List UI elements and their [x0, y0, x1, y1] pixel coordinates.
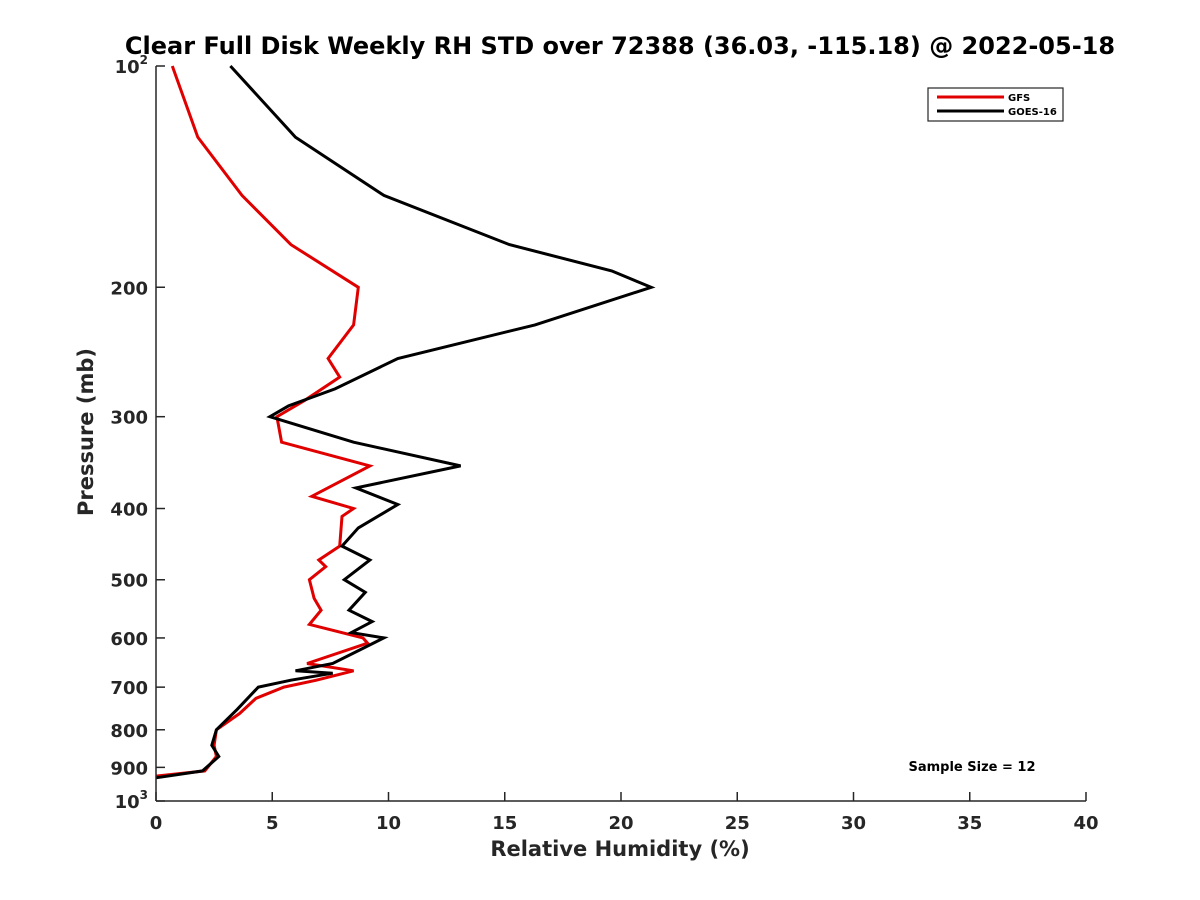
axes [155, 66, 1086, 802]
x-tick-label: 25 [725, 813, 750, 834]
y-tick-label: 300 [110, 408, 148, 429]
series-line-goes-16 [155, 64, 656, 780]
y-tick-label: 900 [110, 758, 148, 779]
y-tick-label: 200 [110, 278, 148, 299]
x-axis-ticks: 0 5 10 15 20 25 30 35 40 [150, 792, 1099, 834]
x-tick-label: 30 [841, 813, 866, 834]
y-axis-label: Pressure (mb) [74, 348, 98, 516]
series-line-gfs [155, 65, 375, 778]
x-tick-label: 20 [608, 813, 633, 834]
y-tick-label: 500 [110, 571, 148, 592]
x-tick-label: 0 [150, 813, 163, 834]
sample-size-annotation: Sample Size = 12 [908, 760, 1035, 775]
y-tick-label: 600 [110, 629, 148, 650]
legend: GFS GOES-16 [927, 87, 1064, 122]
x-tick-label: 5 [266, 813, 279, 834]
plot-lines [155, 64, 656, 780]
y-tick-label: 400 [110, 500, 148, 521]
x-tick-label: 15 [492, 813, 517, 834]
x-tick-label: 35 [957, 813, 982, 834]
chart-title: Clear Full Disk Weekly RH STD over 72388… [125, 32, 1115, 60]
legend-label-gfs: GFS [1008, 93, 1030, 104]
x-tick-label: 40 [1073, 813, 1098, 834]
y-tick-label: 700 [110, 678, 148, 699]
legend-label-goes-16: GOES-16 [1008, 107, 1057, 118]
y-tick-label: 800 [110, 721, 148, 742]
y-tick-label: 102 [115, 53, 148, 78]
legend-box [927, 87, 1064, 122]
y-tick-label: 103 [115, 788, 148, 813]
x-tick-label: 10 [376, 813, 401, 834]
y-axis-ticks: 102 200 300 400 500 600 700 800 900 103 [110, 53, 165, 813]
x-axis-label: Relative Humidity (%) [490, 837, 749, 861]
